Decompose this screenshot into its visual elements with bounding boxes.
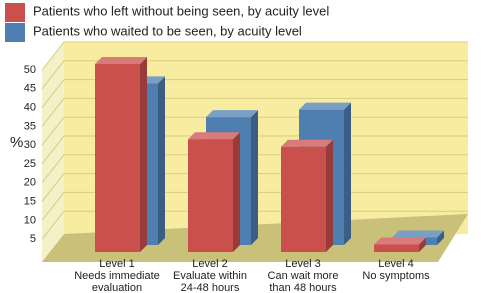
x-tick-label: Needs immediate [74,270,160,282]
x-tick-label: Level 2 [192,258,227,270]
bar-top [392,230,444,238]
bar-top [374,237,426,245]
bar-side [251,110,258,245]
y-tick-label: 35 [24,120,36,132]
x-tick-label: evaluation [92,282,142,293]
bar [188,139,233,252]
bar-side [158,76,165,245]
legend-swatch [5,3,25,22]
x-tick-label: Evaluate within [173,270,247,282]
y-tick-label: 50 [24,64,36,76]
y-tick-label: 10 [24,214,36,226]
x-tick-label: 24-48 hours [181,282,240,293]
legend-label: Patients who left without being seen, by… [33,3,329,18]
bar-side [233,132,240,252]
x-tick-label: Level 4 [378,258,413,270]
y-tick-label: 15 [24,196,36,208]
bar-side [419,237,426,252]
legend-swatch [5,23,25,42]
x-tick-label: Level 1 [99,258,134,270]
bar [374,244,419,252]
bar-top [95,57,147,64]
grid-line [41,60,468,90]
bar [281,146,326,252]
x-tick-label: Can wait more [268,270,339,282]
grid-line [41,79,468,108]
bar-top [188,132,240,140]
bar-side [437,230,444,245]
bar-top [299,102,351,110]
y-tick-label: 25 [24,158,36,170]
x-tick-label: No symptoms [362,270,430,282]
grid-line [41,97,468,127]
y-tick-label: 30 [24,139,36,151]
bar-top [281,139,333,147]
grid-line [41,41,468,71]
bar-top [206,110,258,118]
x-tick-label: Level 3 [285,258,320,270]
bar-side [326,139,333,252]
bar-side [140,57,147,252]
left-wall [42,42,64,262]
y-axis-label: % [10,134,23,151]
y-tick-label: 20 [24,177,36,189]
bar [95,64,140,252]
x-tick-label: than 48 hours [269,282,337,293]
y-tick-label: 45 [24,83,36,95]
bar-side [344,102,351,245]
y-tick-label: 5 [30,233,36,245]
y-tick-label: 40 [24,102,36,114]
legend-label: Patients who waited to be seen, by acuit… [33,23,302,38]
